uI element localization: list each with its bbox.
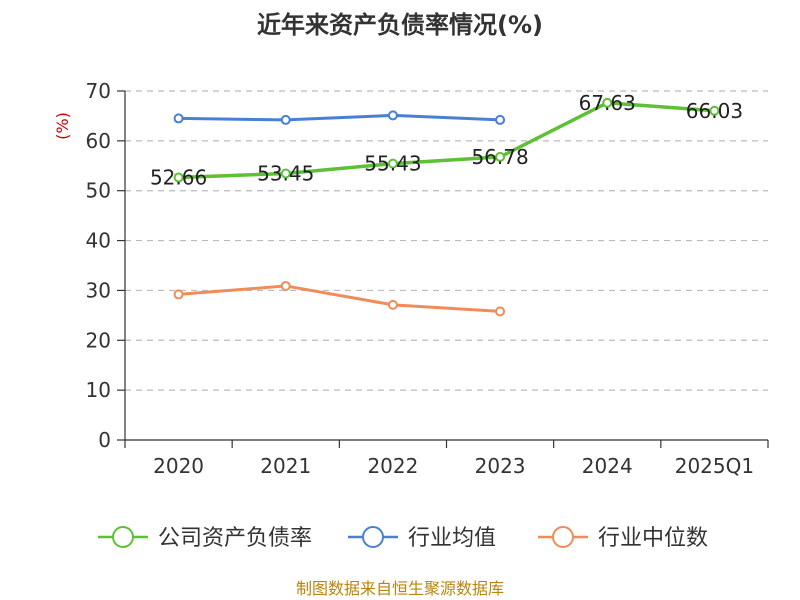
data-point <box>173 172 184 183</box>
y-tick-label: 0 <box>98 428 111 452</box>
series-lines <box>173 97 720 317</box>
x-tick-label: 2021 <box>260 454 311 478</box>
data-point <box>495 114 506 125</box>
y-tick-labels: 0 10 20 30 40 50 60 70 <box>86 79 111 452</box>
data-point <box>280 168 291 179</box>
x-tick-label: 2024 <box>582 454 633 478</box>
y-axis-label: (%) <box>53 112 72 140</box>
legend-label: 行业均值 <box>408 526 496 551</box>
series-line <box>178 113 501 122</box>
series-line <box>178 284 501 313</box>
x-tick-label: 2022 <box>367 454 418 478</box>
data-point <box>387 299 398 310</box>
data-point <box>602 97 613 108</box>
data-point <box>495 151 506 162</box>
data-point <box>173 289 184 300</box>
data-labels: 52.66 53.45 55.43 56.78 67.63 66.03 <box>150 91 743 190</box>
y-tick-label: 60 <box>86 129 111 153</box>
legend: 公司资产负债率 行业均值 行业中位数 <box>98 526 708 551</box>
legend-marker <box>552 526 574 548</box>
chart-title: 近年来资产负债率情况(%) <box>257 11 543 39</box>
y-tick-label: 70 <box>86 79 111 103</box>
data-label: 56.78 <box>471 145 528 169</box>
legend-marker <box>362 526 384 548</box>
axes <box>117 90 769 448</box>
gridlines <box>125 90 768 391</box>
data-label: 66.03 <box>686 99 743 123</box>
data-label: 52.66 <box>150 165 207 189</box>
data-point <box>387 110 398 121</box>
data-label: 55.43 <box>364 152 421 176</box>
legend-label: 公司资产负债率 <box>158 526 312 551</box>
data-point <box>387 158 398 169</box>
x-tick-label: 2025Q1 <box>675 454 754 478</box>
x-tick-labels: 2020 2021 2022 2023 2024 2025Q1 <box>153 454 754 478</box>
data-point <box>280 114 291 125</box>
data-point <box>495 306 506 317</box>
data-label: 67.63 <box>579 91 636 115</box>
x-tick-label: 2020 <box>153 454 204 478</box>
data-label: 53.45 <box>257 162 314 186</box>
data-point <box>173 113 184 124</box>
legend-marker <box>112 526 134 548</box>
data-point <box>280 280 291 291</box>
y-tick-label: 10 <box>86 378 111 402</box>
series-line <box>178 101 715 180</box>
y-tick-label: 30 <box>86 278 111 302</box>
data-point <box>709 105 720 116</box>
source-note: 制图数据来自恒生聚源数据库 <box>296 579 504 598</box>
y-tick-label: 40 <box>86 229 111 253</box>
legend-label: 行业中位数 <box>598 526 708 551</box>
y-tick-label: 50 <box>86 179 111 203</box>
x-tick-label: 2023 <box>475 454 526 478</box>
y-tick-label: 20 <box>86 328 111 352</box>
